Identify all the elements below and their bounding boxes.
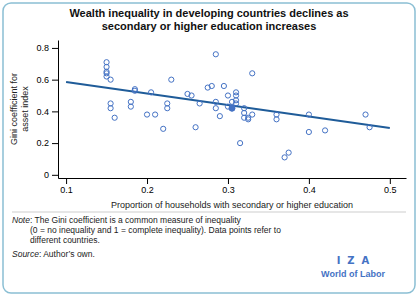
tick-label: 0.3 xyxy=(222,185,235,195)
tick-label: 0.4 xyxy=(303,185,316,195)
tick: 0.8 xyxy=(36,43,58,53)
tick-mark xyxy=(66,178,67,184)
chart: Wealth inequality in developing countrie… xyxy=(0,0,418,296)
point xyxy=(213,106,218,111)
tick-mark xyxy=(52,143,58,144)
border xyxy=(3,3,415,293)
tick: 0.2 xyxy=(141,178,154,195)
tick-mark xyxy=(390,178,391,184)
text-line: (0 = no inequality and 1 = complete ineq… xyxy=(30,225,281,235)
mean-point-group xyxy=(229,105,235,111)
point xyxy=(108,77,113,82)
point xyxy=(197,101,202,106)
point xyxy=(161,126,166,131)
tick-mark xyxy=(52,175,58,176)
y-axis: 0 0.2 0.4 0.6 0.8 xyxy=(36,41,58,181)
tick-label: 0 xyxy=(44,170,49,180)
tick-label: 0.5 xyxy=(384,185,397,195)
tick-label: 0.2 xyxy=(36,138,49,148)
tick-mark xyxy=(228,178,229,184)
point xyxy=(250,71,255,76)
separator xyxy=(12,212,406,213)
point xyxy=(274,112,279,117)
text-line: secondary or higher education increases xyxy=(102,20,317,32)
trend-line xyxy=(66,82,390,128)
point xyxy=(306,112,311,117)
point xyxy=(237,141,242,146)
x-axis-label: Proportion of households with secondary … xyxy=(111,200,353,210)
brand-subtitle: World of Labor xyxy=(321,269,385,279)
text-line: different countries. xyxy=(30,235,100,245)
point xyxy=(250,112,255,117)
point xyxy=(306,129,311,134)
note-label: Note xyxy=(12,215,30,225)
point xyxy=(282,155,287,160)
plot: 0.1 0.2 0.3 0.4 0.5 0 0.2 0.4 0.6 0.8 xyxy=(36,41,406,196)
mean-point xyxy=(229,105,235,111)
point xyxy=(108,101,113,106)
point xyxy=(367,125,372,130)
point xyxy=(233,90,238,95)
point xyxy=(144,112,149,117)
points xyxy=(104,52,372,160)
marks xyxy=(66,52,390,160)
tick: 0.3 xyxy=(222,178,235,195)
tick: 0.1 xyxy=(60,178,73,195)
tick: 0 xyxy=(44,170,58,180)
tick-label: 0.2 xyxy=(141,185,154,195)
tick: 0.6 xyxy=(36,75,58,85)
point xyxy=(165,101,170,106)
note-label: Source xyxy=(12,249,39,259)
note-text: : Author’s own. xyxy=(39,249,95,259)
text-line: : The Gini coefficient is a common measu… xyxy=(30,215,242,225)
tick-mark xyxy=(147,178,148,184)
tick: 0.4 xyxy=(36,107,58,117)
point xyxy=(229,106,234,111)
note-text: : The Gini coefficient is a common measu… xyxy=(30,215,281,245)
point xyxy=(363,112,368,117)
point xyxy=(112,115,117,120)
point xyxy=(286,150,291,155)
tick-mark xyxy=(52,80,58,81)
point xyxy=(169,77,174,82)
text-line: : Author’s own. xyxy=(39,249,95,259)
point xyxy=(132,87,137,92)
point xyxy=(104,71,109,76)
point xyxy=(193,125,198,130)
point xyxy=(322,128,327,133)
axis-line xyxy=(58,41,59,179)
text-line: asset index xyxy=(20,86,30,132)
tick-label: 0.1 xyxy=(60,185,73,195)
text-line: Gini coefficient for xyxy=(9,73,19,145)
tick-label: 0.4 xyxy=(36,107,49,117)
point xyxy=(148,90,153,95)
point xyxy=(213,99,218,104)
y-axis-label: Gini coefficient forasset index xyxy=(9,73,30,145)
tick-label: 0.6 xyxy=(36,75,49,85)
point xyxy=(209,83,214,88)
tick-mark xyxy=(52,48,58,49)
axis-line xyxy=(59,178,407,179)
x-axis: 0.1 0.2 0.3 0.4 0.5 xyxy=(59,178,407,195)
tick-mark xyxy=(52,111,58,112)
point xyxy=(217,114,222,119)
point xyxy=(242,106,247,111)
point xyxy=(153,112,158,117)
tick: 0.5 xyxy=(384,178,397,195)
point xyxy=(213,52,218,57)
point xyxy=(221,83,226,88)
point xyxy=(104,60,109,65)
point xyxy=(128,99,133,104)
point xyxy=(189,93,194,98)
brand: I Z A xyxy=(337,255,370,266)
tick: 0.2 xyxy=(36,138,58,148)
tick-mark xyxy=(309,178,310,184)
point xyxy=(225,93,230,98)
tick-label: 0.8 xyxy=(36,43,49,53)
text-line: Wealth inequality in developing countrie… xyxy=(69,7,348,19)
title: Wealth inequality in developing countrie… xyxy=(69,7,348,32)
tick: 0.4 xyxy=(303,178,316,195)
